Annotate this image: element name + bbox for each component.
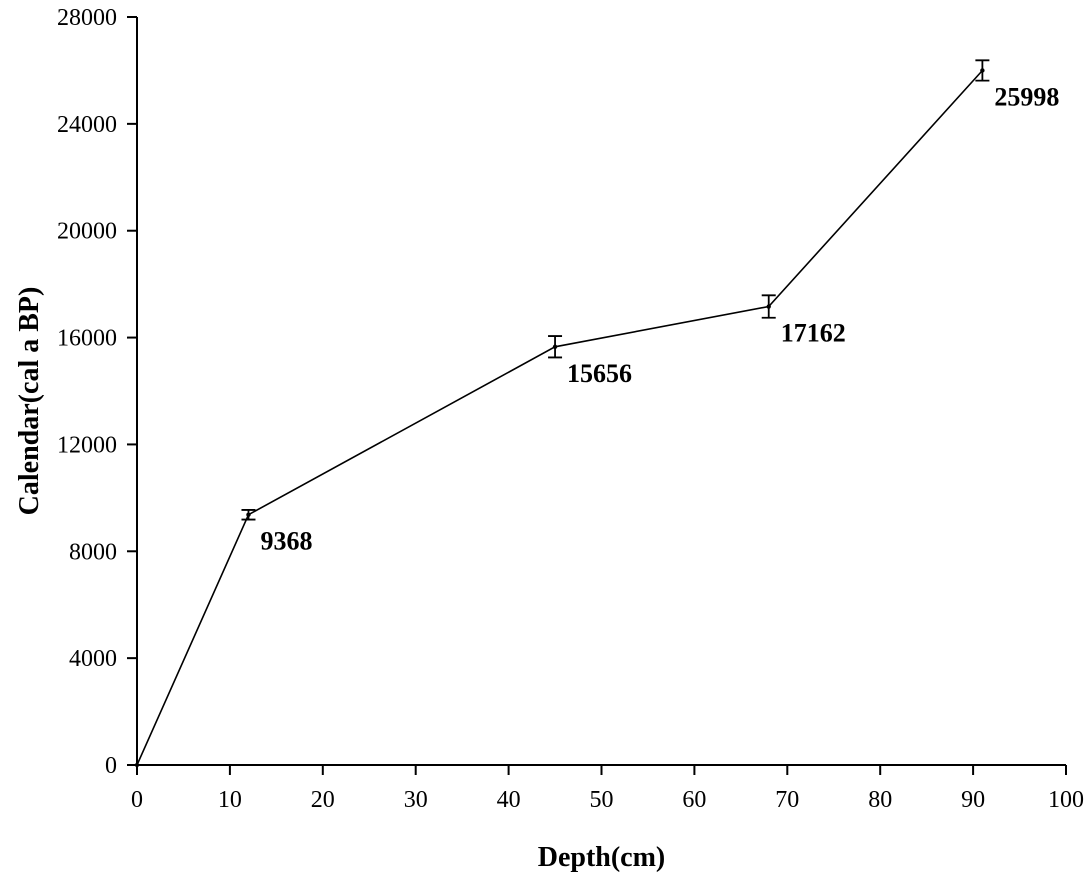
x-tick-label: 60	[682, 787, 706, 813]
x-axis-title: Depth(cm)	[538, 842, 666, 873]
data-label: 17162	[781, 319, 846, 348]
x-tick-label: 20	[311, 787, 335, 813]
x-tick-label: 0	[131, 787, 143, 813]
x-tick-label: 80	[868, 787, 892, 813]
y-tick-label: 20000	[57, 219, 117, 245]
y-tick-label: 16000	[57, 326, 117, 352]
y-tick-label: 0	[105, 753, 117, 779]
x-tick-label: 100	[1048, 787, 1084, 813]
data-labels: 9368 15656 17162 25998	[260, 82, 1059, 555]
data-point	[552, 344, 558, 349]
y-tick-label: 4000	[69, 646, 117, 672]
y-axis-title: Calendar(cal a BP)	[14, 287, 45, 516]
y-tick-label: 8000	[69, 539, 117, 565]
x-ticks: 0 10 20 30 40 50 60 70 80 90 100	[131, 765, 1084, 813]
y-tick-label: 24000	[57, 112, 117, 138]
x-tick-label: 50	[590, 787, 614, 813]
data-point	[246, 512, 251, 517]
data-label: 15656	[567, 359, 632, 388]
series	[134, 59, 990, 768]
data-label: 25998	[994, 82, 1059, 111]
axes	[136, 17, 1066, 766]
x-tick-label: 10	[218, 787, 242, 813]
y-ticks: 0 4000 8000 12000 16000 20000 24000 28000	[57, 5, 137, 779]
x-tick-label: 30	[404, 787, 428, 813]
data-point	[766, 304, 771, 309]
y-tick-label: 28000	[57, 5, 117, 31]
data-point	[980, 68, 985, 73]
x-tick-label: 40	[497, 787, 521, 813]
series-line	[136, 69, 983, 766]
x-tick-label: 70	[775, 787, 799, 813]
y-tick-label: 12000	[57, 432, 117, 458]
data-point	[134, 762, 140, 768]
x-tick-label: 90	[961, 787, 985, 813]
data-label: 9368	[260, 527, 312, 556]
